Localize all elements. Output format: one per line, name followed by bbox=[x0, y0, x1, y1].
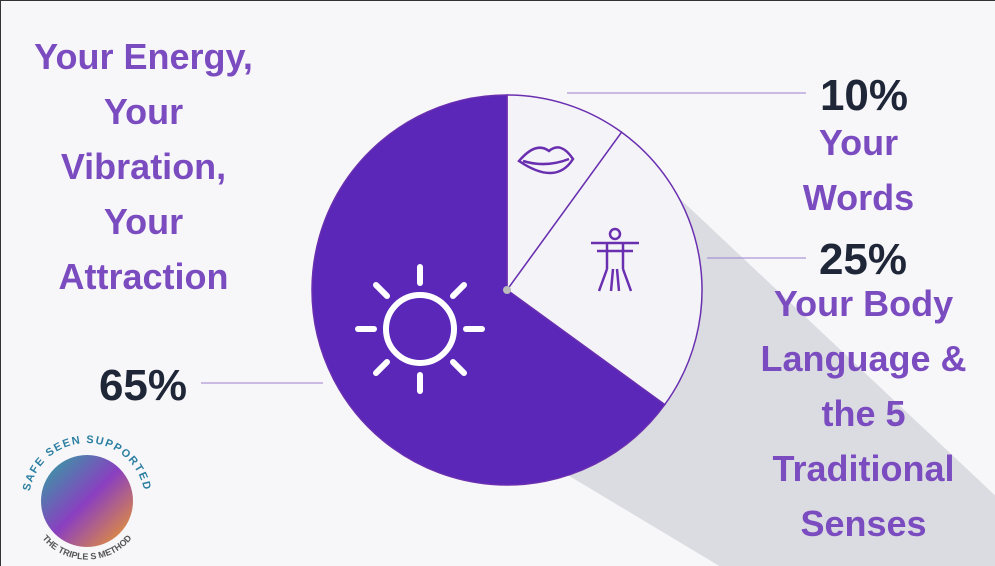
body-icon bbox=[591, 227, 639, 292]
value-label: 10% bbox=[819, 71, 909, 120]
sun-icon bbox=[355, 264, 485, 394]
category-label: Your Energy, Your Vibration, Your Attrac… bbox=[34, 36, 253, 297]
pie bbox=[311, 94, 703, 486]
pie-slice bbox=[506, 94, 623, 293]
value-label: 65% bbox=[98, 361, 188, 410]
category-label: Your Body Language & the 5 Traditional S… bbox=[760, 283, 967, 544]
category-label: Your Words bbox=[802, 122, 915, 218]
value-label: 25% bbox=[818, 235, 908, 284]
pie-slice bbox=[311, 94, 666, 486]
logo: SAFE SEEN SUPPORTED THE TRIPLE S METHOD bbox=[21, 434, 152, 562]
lips-icon bbox=[517, 146, 575, 175]
logo-circle bbox=[41, 455, 133, 547]
leader-lines bbox=[201, 92, 806, 384]
pie-slice bbox=[505, 131, 703, 406]
pie-center bbox=[503, 286, 511, 294]
